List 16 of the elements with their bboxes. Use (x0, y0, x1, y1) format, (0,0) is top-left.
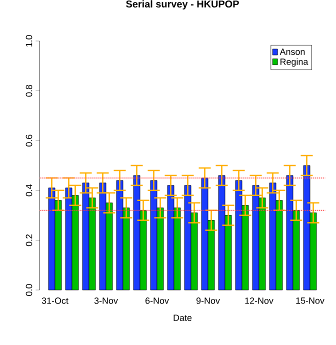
x-tick-label: 12-Nov (245, 298, 274, 304)
x-tick-label: 6-Nov (145, 298, 169, 304)
legend-label: Regina (280, 58, 308, 67)
x-tick-label: 31-Oct (42, 298, 68, 304)
y-tick-label: 0.2 (26, 234, 32, 246)
chart-title: Serial survey - HKUPOP (126, 0, 239, 10)
y-tick-label: 1.0 (26, 35, 32, 47)
legend-label: Anson (280, 48, 305, 55)
x-tick-label: 15-Nov (296, 298, 324, 304)
x-tick-label: 3-Nov (94, 298, 118, 304)
y-tick-label: 0.6 (26, 134, 32, 146)
x-axis-title: Date (174, 314, 192, 321)
y-tick-label: 0.0 (26, 284, 32, 296)
x-tick-label: 9-Nov (196, 298, 220, 304)
y-tick-label: 0.8 (26, 84, 32, 97)
y-tick-label: 0.4 (26, 184, 32, 196)
